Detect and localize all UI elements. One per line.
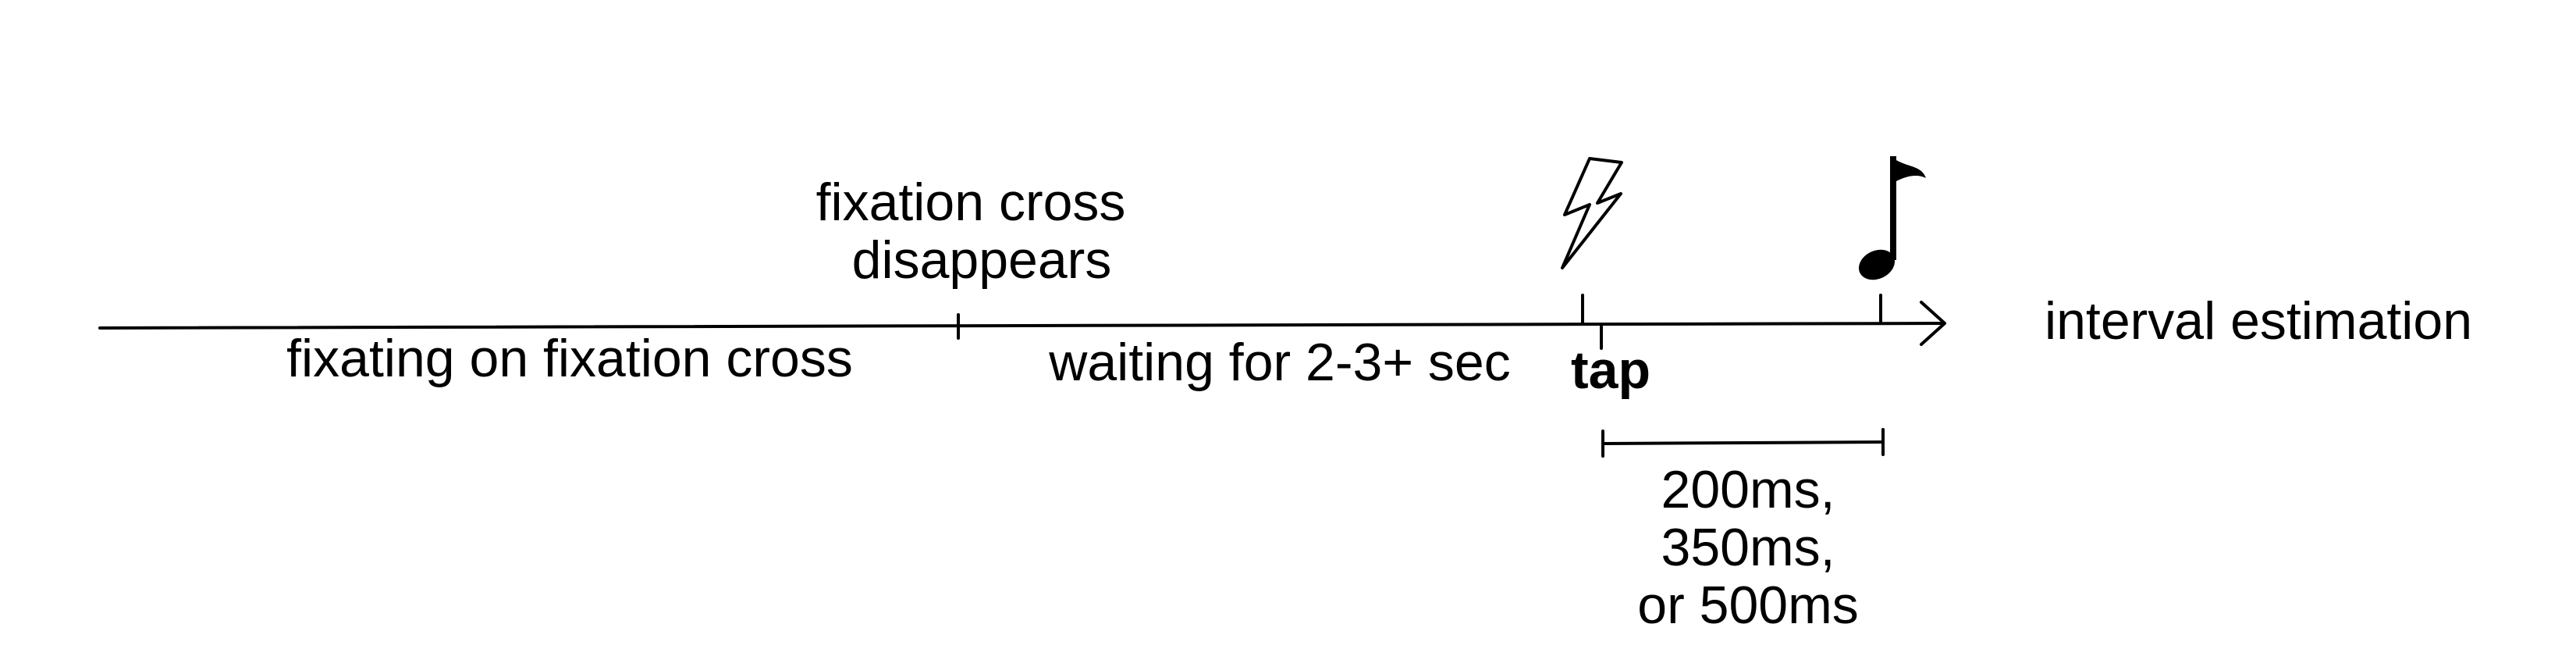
label-cross-disappears-line2: disappears: [852, 230, 1112, 290]
end-label-interval-estimation: interval estimation: [2045, 291, 2472, 351]
lightning-bolt-icon: [1561, 157, 1623, 269]
phase-label-fixating: fixating on fixation cross: [286, 329, 853, 388]
event-label-tap: tap: [1571, 340, 1650, 400]
label-cross-disappears-line1: fixation cross: [816, 173, 1126, 232]
timeline-axis: [98, 322, 1946, 330]
music-note-icon: [1858, 156, 1926, 280]
interval-option-1: 200ms,: [1661, 460, 1835, 519]
timeline-arrowhead: [1920, 301, 1946, 346]
interval-option-3: or 500ms: [1637, 576, 1858, 635]
interval-option-2: 350ms,: [1661, 518, 1835, 577]
interval-bracket: [1601, 428, 1885, 458]
phase-label-waiting: waiting for 2-3+ sec: [1048, 333, 1511, 392]
